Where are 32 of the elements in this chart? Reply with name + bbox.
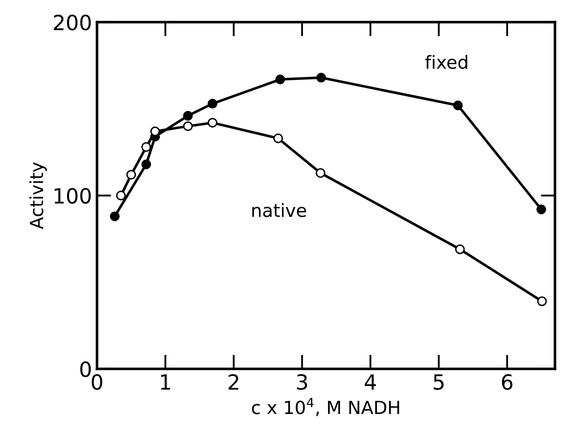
point bbox=[536, 204, 546, 214]
x-tick-label: 5 bbox=[434, 374, 444, 390]
y-tick-label: 100 bbox=[54, 188, 91, 204]
x-tick-label: 2 bbox=[228, 374, 238, 390]
x-tick-label: 3 bbox=[297, 374, 308, 390]
series-label: native bbox=[252, 203, 306, 218]
point bbox=[150, 126, 160, 136]
point bbox=[273, 133, 284, 144]
point bbox=[208, 98, 218, 109]
point bbox=[141, 142, 152, 152]
x-axis-title: c x 10$^{4}$, M NADH bbox=[252, 398, 400, 416]
point bbox=[316, 72, 326, 83]
point bbox=[208, 118, 218, 128]
point bbox=[126, 170, 136, 180]
point bbox=[183, 110, 193, 121]
y-tick-label: 200 bbox=[54, 14, 91, 30]
x-tick-label: 6 bbox=[502, 374, 512, 390]
point bbox=[183, 121, 193, 132]
point bbox=[116, 190, 126, 200]
point bbox=[110, 211, 120, 222]
legend-label: fixed bbox=[425, 54, 468, 69]
point bbox=[455, 244, 465, 254]
point bbox=[453, 100, 463, 110]
y-axis-title: Activity bbox=[29, 162, 47, 230]
x-tick-label: 0 bbox=[92, 374, 102, 390]
x-tick-label: 1 bbox=[161, 374, 170, 390]
x-tick-label: 4 bbox=[364, 374, 376, 390]
point bbox=[141, 159, 152, 170]
point bbox=[316, 168, 326, 178]
point bbox=[275, 74, 286, 84]
point bbox=[537, 296, 547, 306]
y-tick-label: 0 bbox=[80, 361, 91, 378]
